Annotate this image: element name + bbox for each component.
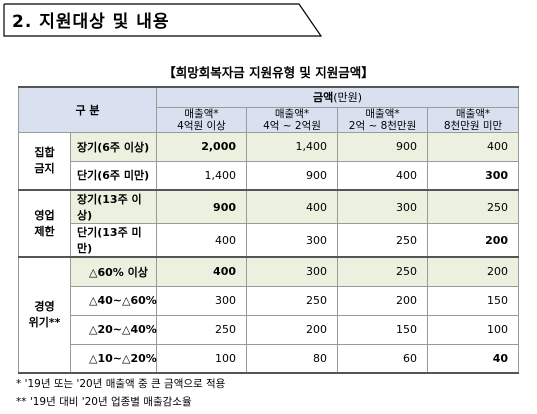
table-cell: 250 (427, 189, 520, 224)
column-header: 매출액* 4억 ~ 2억원 (246, 106, 339, 133)
footnote-decline-rate: ** '19년 대비 '20년 업종별 매출감소율 (16, 396, 192, 408)
table-cell: 250 (156, 314, 248, 345)
table-cell: 80 (246, 343, 339, 374)
amount-header: 금액(만원) (156, 86, 520, 108)
table-cell: 300 (246, 256, 339, 287)
row-label: △60% 이상 (69, 256, 158, 287)
corner-header: 구 분 (17, 86, 158, 133)
table-cell: 200 (427, 256, 520, 287)
amount-header-unit: (만원) (333, 91, 363, 105)
column-header: 매출액* 4억원 이상 (156, 106, 248, 133)
table-cell: 200 (246, 314, 339, 345)
column-header: 매출액* 8천만원 미만 (427, 106, 520, 133)
table-cell: 250 (246, 285, 339, 316)
table-cell: 200 (427, 223, 520, 258)
section-header-frame (3, 3, 323, 37)
column-header-line2: 8천만원 미만 (443, 119, 503, 132)
table-cell: 400 (156, 256, 248, 287)
column-header-line1: 매출액* (274, 107, 310, 120)
group-label: 집합 금지 (18, 131, 71, 191)
table-cell: 150 (337, 314, 429, 345)
table-cell: 400 (427, 131, 520, 162)
support-amount-table: 구 분 금액(만원) 매출액* 4억원 이상 매출액* 4억 ~ 2억원 매출액… (17, 86, 520, 374)
column-header-line2: 4억 ~ 2억원 (263, 119, 321, 132)
group-label: 경영 위기** (18, 256, 71, 374)
row-label: 장기(13주 이상) (69, 189, 158, 224)
amount-header-label: 금액 (312, 91, 334, 105)
row-label: △40~△60% (69, 285, 158, 316)
row-label: 단기(13주 미만) (69, 223, 158, 258)
table-cell: 400 (246, 189, 339, 224)
table-cell: 250 (337, 223, 429, 258)
table-cell: 40 (427, 343, 520, 374)
table-caption: 【희망회복자금 지원유형 및 지원금액】 (163, 65, 374, 80)
table-cell: 300 (337, 189, 429, 224)
table-cell: 300 (156, 285, 248, 316)
table-cell: 60 (337, 343, 429, 374)
group-label: 영업 제한 (18, 189, 71, 258)
table-cell: 1,400 (156, 160, 248, 191)
table-cell: 100 (427, 314, 520, 345)
table-cell: 900 (246, 160, 339, 191)
table-cell: 2,000 (156, 131, 248, 162)
column-header-line1: 매출액* (184, 107, 219, 120)
table-cell: 300 (246, 223, 339, 258)
table-cell: 900 (156, 189, 248, 224)
table-cell: 200 (337, 285, 429, 316)
table-cell: 100 (156, 343, 248, 374)
column-header-line1: 매출액* (455, 107, 491, 120)
table-cell: 150 (427, 285, 520, 316)
footnote-sales: * '19년 또는 '20년 매출액 중 큰 금액으로 적용 (16, 378, 226, 390)
section-title: 2. 지원대상 및 내용 (12, 12, 170, 32)
column-header-line2: 4억원 이상 (177, 119, 226, 132)
row-label: 장기(6주 이상) (69, 131, 158, 162)
table-cell: 400 (156, 223, 248, 258)
row-label: △10~△20% (69, 343, 158, 374)
column-header-line2: 2억 ~ 8천만원 (348, 119, 417, 132)
row-label: △20~△40% (69, 314, 158, 345)
column-header: 매출액* 2억 ~ 8천만원 (337, 106, 429, 133)
table-cell: 1,400 (246, 131, 339, 162)
row-label: 단기(6주 미만) (69, 160, 158, 191)
column-header-line1: 매출액* (365, 107, 400, 120)
table-cell: 400 (337, 160, 429, 191)
table-cell: 300 (427, 160, 520, 191)
table-cell: 250 (337, 256, 429, 287)
table-cell: 900 (337, 131, 429, 162)
